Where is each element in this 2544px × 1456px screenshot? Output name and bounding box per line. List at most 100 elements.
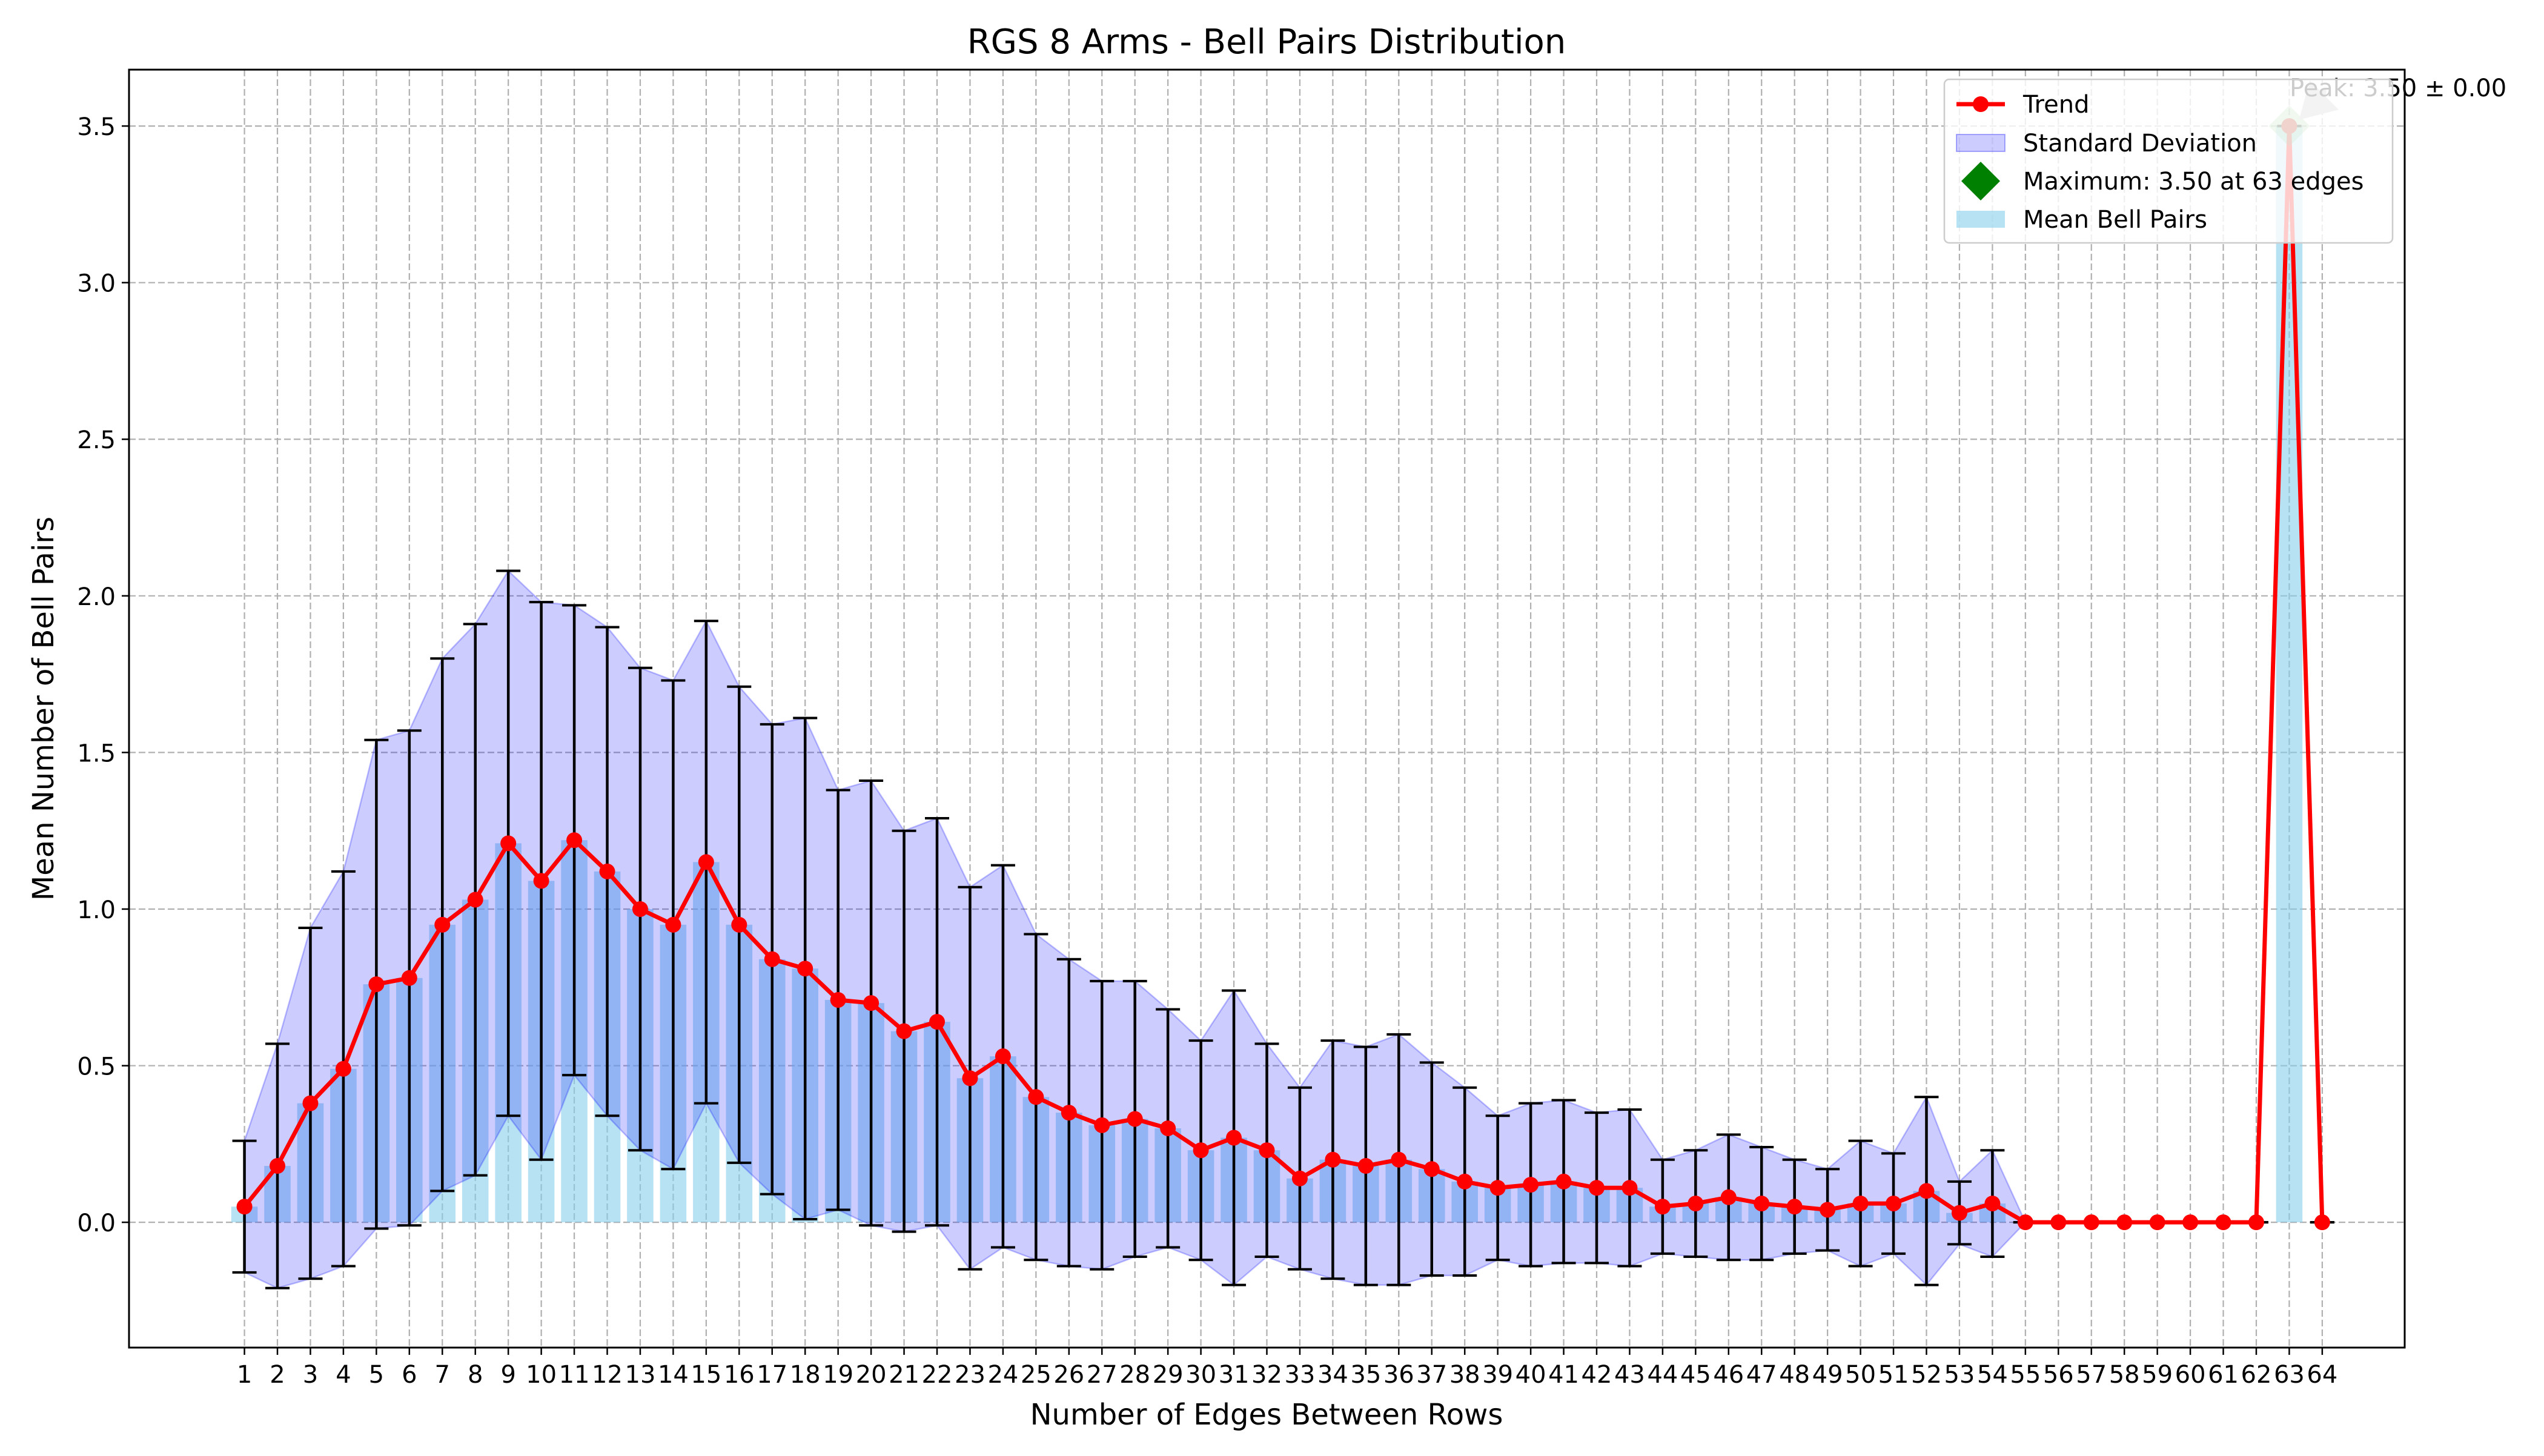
x-tick-label: 32 — [1251, 1361, 1282, 1389]
legend-bar-label: Mean Bell Pairs — [2023, 206, 2207, 234]
trend-point-41 — [1555, 1173, 1572, 1190]
trend-point-4 — [335, 1061, 351, 1077]
x-tick-label: 42 — [1582, 1361, 1612, 1389]
x-tick-label: 16 — [724, 1361, 755, 1389]
x-tick-label: 41 — [1548, 1361, 1579, 1389]
x-tick-label: 21 — [889, 1361, 919, 1389]
x-tick-label: 55 — [2010, 1361, 2041, 1389]
x-tick-label: 52 — [1911, 1361, 1942, 1389]
x-tick-label: 58 — [2109, 1361, 2140, 1389]
trend-point-59 — [2149, 1214, 2165, 1231]
legend-item-std: Standard Deviation — [1956, 130, 2257, 157]
x-tick-label: 24 — [987, 1361, 1018, 1389]
y-tick-label: 3.5 — [77, 113, 116, 141]
x-tick-label: 34 — [1317, 1361, 1348, 1389]
trend-point-30 — [1193, 1142, 1209, 1159]
x-tick-label: 17 — [757, 1361, 787, 1389]
trend-point-36 — [1391, 1151, 1407, 1168]
x-tick-label: 37 — [1416, 1361, 1447, 1389]
trend-point-62 — [2248, 1214, 2264, 1231]
x-tick-label: 3 — [303, 1361, 318, 1389]
trend-point-26 — [1061, 1105, 1077, 1121]
trend-point-60 — [2182, 1214, 2199, 1231]
trend-point-43 — [1621, 1180, 1638, 1196]
trend-point-22 — [929, 1014, 946, 1030]
x-tick-label: 38 — [1449, 1361, 1480, 1389]
x-tick-label: 8 — [468, 1361, 483, 1389]
trend-point-51 — [1886, 1196, 1902, 1212]
x-axis-label: Number of Edges Between Rows — [1030, 1398, 1503, 1432]
x-tick-label: 48 — [1779, 1361, 1810, 1389]
trend-point-35 — [1357, 1158, 1374, 1174]
x-tick-label: 36 — [1383, 1361, 1414, 1389]
x-tick-label: 26 — [1053, 1361, 1084, 1389]
legend-trend-marker — [1973, 96, 1989, 112]
x-tick-label: 61 — [2208, 1361, 2239, 1389]
x-tick-label: 23 — [955, 1361, 985, 1389]
trend-point-49 — [1820, 1202, 1836, 1218]
x-tick-label: 2 — [270, 1361, 285, 1389]
trend-point-8 — [467, 892, 483, 908]
trend-point-5 — [368, 976, 385, 993]
x-tick-label: 45 — [1680, 1361, 1711, 1389]
legend-box — [1943, 78, 2394, 244]
trend-point-42 — [1588, 1180, 1605, 1196]
trend-point-18 — [797, 961, 813, 977]
trend-point-45 — [1688, 1196, 1704, 1212]
x-tick-label: 64 — [2307, 1361, 2337, 1389]
legend-item-maximum: Maximum: 3.50 at 63 edges — [1961, 162, 2363, 200]
x-tick-label: 60 — [2175, 1361, 2206, 1389]
x-tick-label: 59 — [2142, 1361, 2173, 1389]
trend-point-25 — [1028, 1089, 1044, 1105]
chart-title: RGS 8 Arms - Bell Pairs Distribution — [967, 22, 1566, 62]
trend-point-9 — [500, 835, 517, 852]
x-tick-label: 54 — [1977, 1361, 2008, 1389]
trend-point-23 — [962, 1070, 978, 1087]
y-tick-label: 2.5 — [77, 426, 116, 454]
x-tick-label: 49 — [1812, 1361, 1843, 1389]
trend-point-3 — [302, 1095, 319, 1111]
legend-item-bars: Mean Bell Pairs — [1956, 206, 2207, 234]
legend-maximum-label: Maximum: 3.50 at 63 edges — [2023, 168, 2363, 196]
trend-point-40 — [1523, 1177, 1539, 1193]
trend-point-37 — [1423, 1161, 1440, 1177]
trend-point-28 — [1127, 1111, 1143, 1127]
trend-point-50 — [1852, 1196, 1869, 1212]
x-tick-label: 27 — [1087, 1361, 1118, 1389]
x-tick-label: 63 — [2274, 1361, 2305, 1389]
x-tick-label: 22 — [922, 1361, 953, 1389]
y-tick-label: 0.0 — [77, 1209, 116, 1237]
legend-std-swatch — [1956, 134, 2006, 152]
x-tick-label: 25 — [1021, 1361, 1052, 1389]
legend: Trend Standard Deviation Maximum: 3.50 at … — [1943, 78, 2394, 244]
y-axis-label: Mean Number of Bell Pairs — [27, 517, 61, 901]
trend-point-7 — [434, 916, 451, 933]
x-tick-label: 57 — [2076, 1361, 2107, 1389]
axes: 0.00.51.01.52.02.53.03.51 2 3 4 5 6 7 8 9 10 11 12 1… — [77, 113, 2337, 1389]
trend-point-16 — [731, 916, 747, 933]
x-tick-label: 1 — [237, 1361, 252, 1389]
x-tick-label: 11 — [559, 1361, 590, 1389]
trend-point-47 — [1754, 1196, 1770, 1212]
trend-point-44 — [1654, 1199, 1671, 1215]
trend-point-17 — [764, 951, 780, 967]
x-tick-label: 46 — [1713, 1361, 1744, 1389]
y-tick-label: 3.0 — [77, 270, 116, 298]
x-tick-label: 40 — [1515, 1361, 1546, 1389]
trend-point-24 — [995, 1048, 1011, 1065]
x-tick-label: 51 — [1878, 1361, 1909, 1389]
trend-point-34 — [1325, 1151, 1341, 1168]
x-tick-label: 7 — [435, 1361, 450, 1389]
x-tick-label: 50 — [1845, 1361, 1876, 1389]
legend-maximum-marker — [1961, 162, 2000, 200]
trend-point-20 — [863, 995, 879, 1011]
trend-point-58 — [2116, 1214, 2133, 1231]
trend-point-1 — [236, 1199, 253, 1215]
plot-area — [231, 105, 2334, 1289]
legend-item-trend: Trend — [1956, 91, 2089, 119]
x-tick-label: 5 — [369, 1361, 384, 1389]
x-tick-label: 44 — [1647, 1361, 1678, 1389]
x-tick-label: 33 — [1284, 1361, 1315, 1389]
trend-point-38 — [1457, 1173, 1473, 1190]
